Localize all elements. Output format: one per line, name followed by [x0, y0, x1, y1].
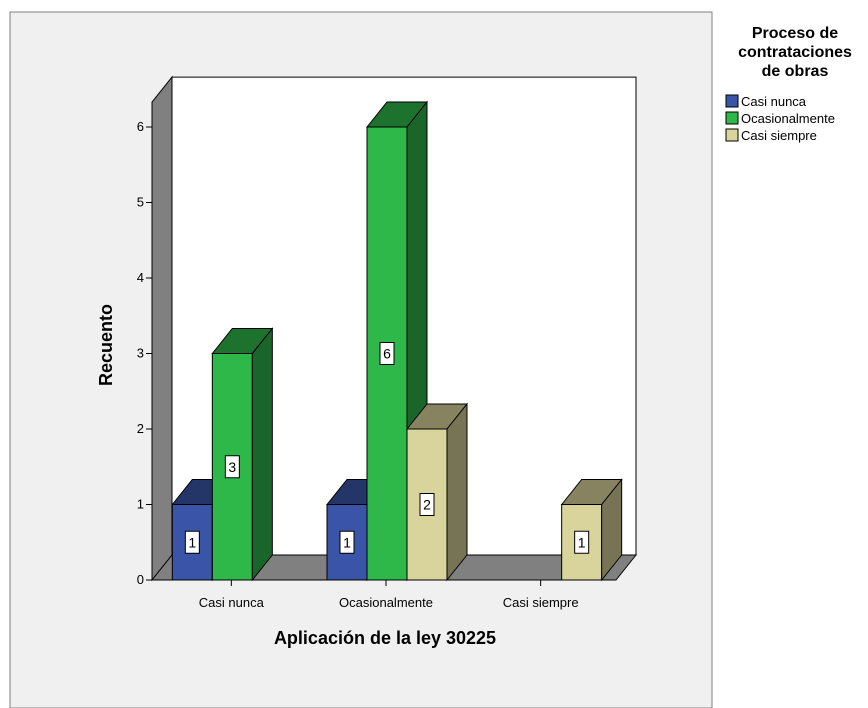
bars: 1 3 1 6 2 1	[171, 100, 623, 582]
x-tick-label: Ocasionalmente	[339, 595, 433, 610]
legend-title-line-2: contrataciones	[738, 44, 852, 61]
data-label-box	[339, 530, 355, 554]
bar-side	[601, 478, 623, 582]
data-label: 1	[343, 534, 351, 550]
legend-label: Ocasionalmente	[741, 111, 835, 126]
x-axis-title: Aplicación de la ley 30225	[274, 628, 496, 648]
data-label: 1	[578, 534, 586, 550]
data-label: 3	[228, 459, 236, 475]
y-tick-label: 4	[137, 270, 144, 285]
y-tick-label: 6	[137, 119, 144, 134]
x-tick-label: Casi nunca	[199, 595, 265, 610]
data-label-box	[419, 493, 435, 516]
y-tick-label: 3	[137, 346, 144, 361]
legend: Proceso de contrataciones de obras Casi …	[725, 25, 852, 143]
legend-swatch	[725, 94, 739, 108]
legend-item: Casi nunca	[725, 94, 807, 109]
data-label: 2	[423, 497, 431, 513]
legend-label: Casi nunca	[741, 94, 807, 109]
y-tick-label: 0	[137, 572, 144, 587]
y-axis: 0 1 2 3 4 5 6	[137, 102, 153, 587]
data-label-box	[574, 530, 590, 554]
bar-side	[251, 327, 273, 582]
y-tick-label: 1	[137, 497, 144, 512]
legend-swatch	[725, 128, 739, 142]
legend-swatch	[725, 111, 739, 125]
legend-item: Ocasionalmente	[725, 111, 835, 126]
legend-item: Casi siempre	[725, 128, 817, 143]
legend-items: Casi nunca Ocasionalmente Casi siempre	[725, 94, 835, 143]
data-label: 6	[383, 346, 391, 362]
y-axis-title: Recuento	[96, 304, 116, 386]
x-axis: Casi nunca Ocasionalmente Casi siempre	[152, 579, 616, 610]
y-tick-label: 2	[137, 421, 144, 436]
data-label: 1	[188, 534, 196, 550]
side-wall	[151, 75, 173, 582]
legend-title-line-3: de obras	[762, 63, 829, 80]
bar-side	[446, 402, 468, 582]
legend-label: Casi siempre	[741, 128, 817, 143]
bar: 1	[560, 478, 623, 582]
bar: 3	[211, 327, 274, 582]
bar: 2	[405, 402, 469, 582]
y-tick-label: 5	[137, 195, 144, 210]
x-tick-label: Casi siempre	[503, 595, 579, 610]
data-label-box	[184, 530, 200, 554]
data-label-box	[224, 455, 240, 479]
data-label-box	[379, 342, 395, 365]
legend-title-line-1: Proceso de	[752, 25, 838, 42]
